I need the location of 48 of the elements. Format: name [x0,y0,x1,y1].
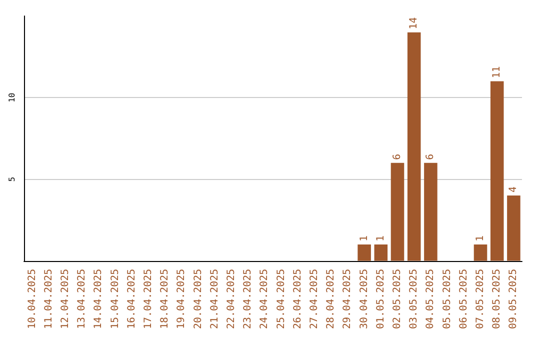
x-tick-label: 09.05.2025 [508,268,520,330]
bar [424,162,438,261]
x-tick-label: 14.04.2025 [93,268,104,330]
x-tick-label: 25.04.2025 [276,268,287,330]
x-tick-label: 16.04.2025 [126,268,138,330]
x-tick-label: 03.05.2025 [408,268,420,330]
x-tick-label: 12.04.2025 [60,268,71,330]
x-tick-label: 29.04.2025 [342,268,354,330]
bar [407,32,421,261]
x-tick-label: 26.04.2025 [292,268,304,330]
data-label: 6 [425,154,436,160]
x-tick-label: 23.04.2025 [242,268,254,330]
x-tick-label: 07.05.2025 [475,268,486,330]
data-label: 14 [408,17,420,30]
bar [507,196,520,261]
bar [490,81,504,261]
x-tick-label: 13.04.2025 [76,268,88,330]
bar [390,162,404,261]
data-label: 6 [392,154,403,160]
x-tick-label: 06.05.2025 [458,268,470,330]
y-tick-label: 10 [8,92,16,102]
x-tick-label: 19.04.2025 [176,268,188,330]
x-tick-label: 20.04.2025 [192,268,204,330]
x-tick-label: 15.04.2025 [110,268,121,330]
x-tick-label: 04.05.2025 [425,268,436,330]
x-tick-label: 22.04.2025 [226,268,237,330]
x-tick-label: 18.04.2025 [160,268,171,330]
y-tick-label: 5 [8,176,16,182]
x-tick-label: 11.04.2025 [43,268,54,330]
x-tick-label: 02.05.2025 [392,268,403,330]
x-tick-label: 10.04.2025 [26,268,38,330]
data-label: 11 [492,66,503,78]
x-tick-label: 24.04.2025 [259,268,270,330]
x-tick-label: 27.04.2025 [309,268,320,330]
x-tick-label: 01.05.2025 [375,268,386,330]
x-tick-label: 21.04.2025 [209,268,220,330]
x-tick-label: 28.04.2025 [326,268,337,330]
bar [474,244,488,261]
x-tick-label: 30.04.2025 [358,268,370,330]
data-label: 1 [375,235,386,242]
x-tick-label: 05.05.2025 [442,268,453,330]
x-tick-label: 17.04.2025 [143,268,154,330]
bar [358,244,371,261]
bar [374,244,388,261]
data-label: 1 [475,235,486,242]
x-tick-label: 08.05.2025 [492,268,503,330]
data-label: 4 [508,186,520,193]
data-label: 1 [358,235,370,242]
